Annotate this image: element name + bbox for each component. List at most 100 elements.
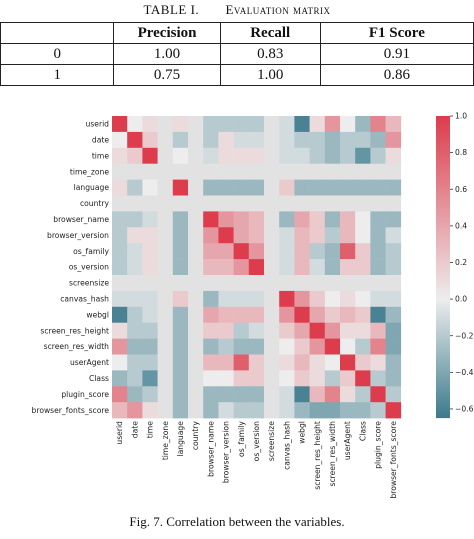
heatmap-cell (294, 211, 310, 228)
heatmap-cell (279, 386, 295, 403)
heatmap-cell (385, 227, 402, 244)
heatmap-cell (172, 402, 189, 419)
heatmap-cell (309, 147, 326, 164)
y-tick-label: screen_res_width (44, 342, 110, 351)
heatmap-cell (370, 386, 386, 403)
heatmap-cell (157, 179, 174, 196)
heatmap-cell (172, 243, 189, 260)
heatmap-cell (340, 163, 356, 180)
heatmap-cell (309, 370, 326, 387)
heatmap-cell (370, 290, 386, 308)
y-tick-label: Class (89, 374, 109, 383)
heatmap-cell (112, 275, 128, 292)
heatmap-cell (172, 211, 189, 228)
x-tick-label: os_family (237, 421, 246, 457)
heatmap-cell (233, 147, 250, 164)
y-tick-label: screen_res_height (40, 326, 109, 335)
y-tick-label: language (74, 183, 110, 192)
heatmap-cell (370, 163, 386, 180)
heatmap-cell (142, 147, 158, 164)
heatmap-cell (355, 354, 371, 371)
heatmap-cell (142, 322, 158, 339)
heatmap-cell (248, 386, 265, 403)
heatmap-cell (294, 354, 310, 371)
heatmap-cell (157, 163, 174, 180)
heatmap-cell (127, 259, 143, 276)
heatmap-cell (324, 402, 341, 419)
colorbar-tick-label: 0.0 (455, 295, 467, 304)
heatmap-cell (112, 243, 128, 260)
heatmap-cell (188, 338, 204, 355)
table-cell: 0.91 (319, 43, 474, 65)
heatmap-cell (112, 370, 128, 387)
heatmap-cell (203, 290, 219, 308)
heatmap-cell (355, 386, 371, 403)
heatmap-cell (203, 243, 219, 260)
heatmap-cell (218, 370, 234, 387)
heatmap-cell (309, 386, 326, 403)
heatmap-cell (279, 243, 295, 260)
heatmap-cell (279, 354, 295, 371)
heatmap-cell (218, 386, 234, 403)
heatmap-cell (233, 227, 250, 244)
colorbar-ticks: 1.0 0.8 0.6 0.4 0.2 0.0 −0.2 −0.4 −0.6 (450, 112, 474, 414)
heatmap-cell (340, 386, 356, 403)
heatmap-cell (264, 179, 280, 196)
heatmap-cell (157, 195, 174, 212)
heatmap-cell (279, 370, 295, 387)
x-tick-label: Class (358, 421, 367, 441)
heatmap-cell (188, 354, 204, 371)
y-tick-label: country (80, 199, 110, 208)
table-cell: 0.83 (219, 43, 321, 65)
figure-caption: Fig. 7. Correlation between the variable… (129, 514, 345, 529)
heatmap-cell (157, 116, 174, 133)
heatmap-cell (340, 211, 356, 228)
heatmap-cell (172, 116, 189, 133)
heatmap-cell (127, 338, 143, 355)
heatmap-cell (233, 195, 250, 212)
table-cell: 1.00 (113, 43, 221, 65)
heatmap-cell (279, 402, 295, 419)
heatmap-cell (203, 211, 219, 228)
table-caption: TABLE I. Evaluation matrix (0, 2, 474, 18)
correlation-heatmap: userid date time time_zone language country br… (32, 112, 474, 499)
heatmap-cell (157, 402, 174, 419)
heatmap-cell (385, 338, 402, 355)
heatmap-cell (218, 227, 234, 244)
heatmap-cell (340, 195, 356, 212)
heatmap-cell (218, 131, 234, 149)
heatmap-cell (142, 338, 158, 355)
table-header-cell: F1 Score (319, 22, 474, 44)
heatmap-cell (355, 179, 371, 196)
heatmap-cell (264, 306, 280, 323)
heatmap-cell (324, 259, 341, 276)
heatmap-cell (385, 195, 402, 212)
heatmap-cell (370, 227, 386, 244)
colorbar-tick-label: 0.4 (455, 221, 467, 230)
x-tick-label: screen_res_height (313, 421, 322, 490)
heatmap-cell (340, 290, 356, 308)
heatmap-cell (248, 147, 265, 164)
heatmap-cell (248, 290, 265, 308)
heatmap-cell (340, 179, 356, 196)
heatmap-cell (233, 402, 250, 419)
heatmap-cell (157, 275, 174, 292)
heatmap-cell (264, 163, 280, 180)
heatmap-cell (385, 116, 402, 133)
heatmap-cell (279, 163, 295, 180)
heatmap-cell (264, 322, 280, 339)
table-cell: 1 (0, 64, 115, 86)
x-tick-label: time (146, 421, 155, 438)
heatmap-cell (294, 259, 310, 276)
heatmap-cell (127, 179, 143, 196)
heatmap-cell (172, 259, 189, 276)
heatmap-cell (309, 259, 326, 276)
heatmap-cell (309, 116, 326, 133)
heatmap-cell (203, 354, 219, 371)
heatmap-cell (203, 147, 219, 164)
heatmap-cell (142, 179, 158, 196)
heatmap-cell (340, 147, 356, 164)
heatmap-cell (324, 370, 341, 387)
heatmap-cell (294, 179, 310, 196)
heatmap-cell (370, 116, 386, 133)
